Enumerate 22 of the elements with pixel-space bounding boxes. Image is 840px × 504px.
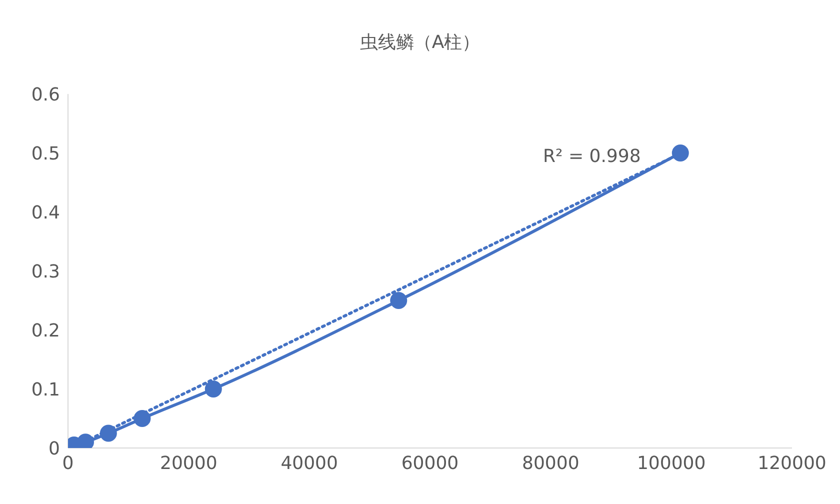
point <box>390 292 408 309</box>
point <box>204 380 222 398</box>
y-tick-label: 0.4 <box>31 202 60 224</box>
x-tick-label: 60000 <box>401 452 459 474</box>
point <box>672 144 689 162</box>
x-tick-label: 100000 <box>636 452 706 474</box>
x-tick-label: 20000 <box>160 452 218 474</box>
point <box>134 410 151 427</box>
y-tick-label: 0.3 <box>31 261 60 282</box>
y-tick-label: 0.1 <box>31 379 60 400</box>
x-tick-label: 120000 <box>758 452 826 474</box>
x-tick-label: 40000 <box>280 452 338 474</box>
point <box>76 434 94 448</box>
y-tick-label: 0 <box>48 438 60 460</box>
point <box>100 424 117 442</box>
y-tick-label: 0.5 <box>31 143 60 164</box>
chart-title: 虫线鳞（A柱） <box>358 31 482 54</box>
annotation: R² = 0.998 <box>543 146 641 167</box>
x-tick-label: 80000 <box>522 452 580 474</box>
x-tick-label: 0 <box>62 452 74 474</box>
y-tick-label: 0.6 <box>31 84 60 106</box>
y-tick-label: 0.2 <box>31 320 60 342</box>
